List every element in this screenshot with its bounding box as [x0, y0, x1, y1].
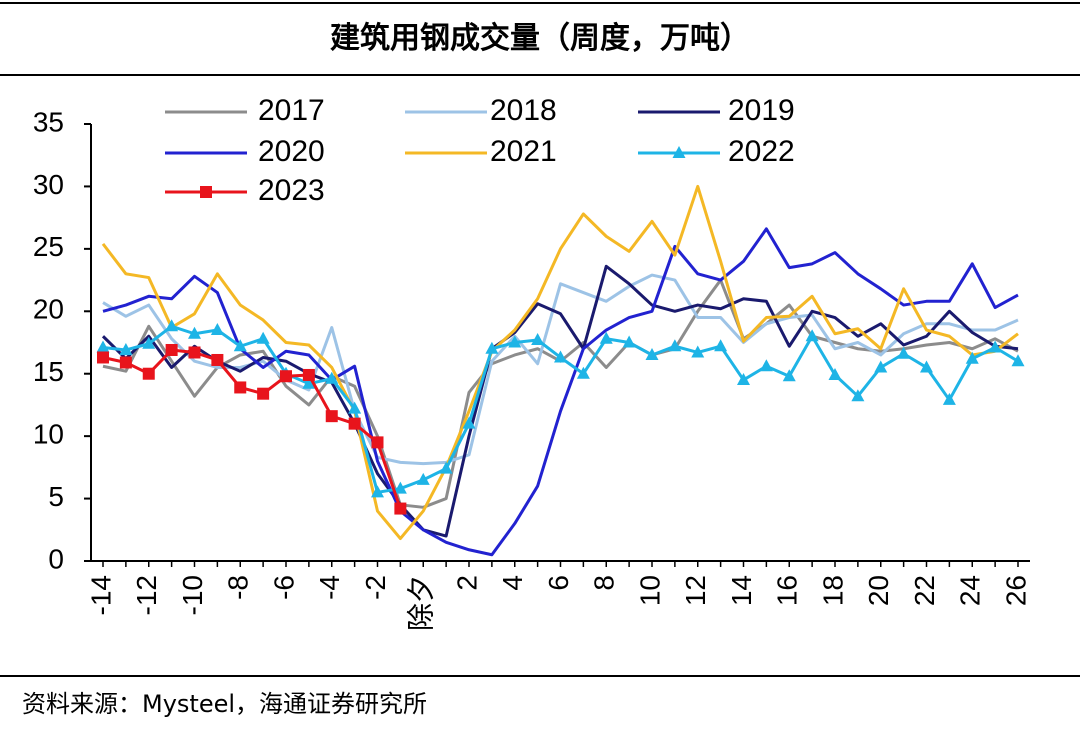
y-tick-label: 25 [33, 231, 64, 262]
x-tick-label: 22 [909, 575, 940, 606]
point-marker [96, 340, 110, 353]
x-tick-label: 18 [817, 575, 848, 606]
point-marker [394, 502, 407, 515]
x-tick-label: 16 [772, 575, 803, 606]
point-marker [485, 341, 499, 354]
legend-label: 2017 [258, 94, 325, 127]
point-marker [256, 331, 270, 344]
x-tick-label: -8 [223, 575, 254, 600]
legend-marker [200, 186, 212, 198]
point-marker [234, 381, 247, 394]
legend-label: 2019 [728, 94, 795, 127]
point-marker [165, 319, 179, 332]
point-marker [119, 342, 133, 355]
x-tick-label: -6 [268, 575, 299, 600]
point-marker [325, 371, 339, 384]
legend-label: 2020 [258, 135, 325, 168]
point-marker [233, 339, 247, 352]
x-tick-label: 14 [726, 575, 757, 606]
point-marker [576, 366, 590, 379]
point-marker [805, 329, 819, 342]
point-marker [920, 360, 933, 373]
legend-label: 2022 [728, 135, 795, 168]
x-tick-label: 4 [497, 575, 528, 591]
y-tick-label: 35 [33, 106, 64, 137]
y-tick-label: 30 [33, 169, 64, 200]
point-marker [142, 367, 155, 380]
x-tick-label: 6 [543, 575, 574, 591]
point-marker [508, 335, 522, 348]
y-tick-label: 0 [48, 543, 64, 574]
point-marker [828, 367, 842, 380]
point-marker [142, 336, 156, 349]
point-marker [257, 387, 270, 400]
y-tick-label: 10 [33, 419, 64, 450]
chart-title: 建筑用钢成交量（周度，万吨） [330, 21, 750, 56]
point-marker [599, 331, 613, 344]
x-tick-label: 12 [680, 575, 711, 606]
legend-label: 2023 [258, 174, 325, 207]
point-marker [622, 335, 636, 348]
point-marker [280, 370, 292, 383]
point-marker [942, 392, 956, 405]
point-marker [645, 347, 659, 360]
source: 资料来源：Mysteel，海通证券研究所 [22, 690, 427, 718]
x-tick-label: 24 [955, 575, 986, 606]
point-marker [165, 343, 178, 356]
x-tick-label: -2 [360, 575, 391, 600]
point-marker [737, 372, 750, 385]
point-marker [714, 339, 728, 352]
point-marker [897, 346, 911, 359]
point-marker [97, 351, 109, 364]
x-tick-label: 20 [863, 575, 894, 606]
legend-label: 2021 [490, 135, 557, 168]
point-marker [439, 461, 453, 474]
x-tick-label: -12 [131, 575, 162, 615]
point-marker [462, 416, 476, 429]
x-tick-label: 8 [589, 575, 620, 591]
point-marker [851, 389, 865, 402]
series-line [102, 227, 1019, 557]
point-marker [965, 351, 979, 364]
x-tick-label: 除夕 [406, 575, 437, 631]
point-marker [668, 339, 682, 352]
point-marker [988, 340, 1002, 353]
point-marker [371, 485, 384, 498]
y-tick-label: 15 [33, 356, 64, 387]
point-marker [211, 353, 224, 366]
y-tick-label: 20 [33, 294, 64, 325]
point-marker [531, 333, 545, 346]
point-marker [554, 350, 567, 363]
x-tick-label: 2 [451, 575, 482, 591]
point-marker [348, 417, 361, 430]
x-tick-label: -4 [314, 575, 345, 600]
x-tick-label: -14 [85, 575, 116, 615]
point-marker [691, 345, 705, 358]
x-tick-label: -10 [177, 575, 208, 615]
point-marker [302, 376, 316, 389]
point-marker [782, 369, 796, 382]
point-marker [348, 401, 362, 414]
legend-marker [672, 146, 686, 158]
x-tick-label: 26 [1000, 575, 1031, 606]
point-marker [874, 360, 888, 373]
point-marker [759, 359, 773, 372]
point-marker [210, 323, 224, 336]
point-marker [1011, 354, 1025, 367]
point-marker [119, 356, 132, 369]
legend-label: 2018 [490, 94, 557, 127]
point-marker [188, 346, 201, 359]
point-marker [325, 410, 338, 423]
point-marker [302, 368, 315, 381]
point-marker [416, 472, 430, 485]
point-marker [393, 481, 407, 494]
x-tick-label: 10 [634, 575, 665, 606]
y-tick-label: 5 [48, 481, 64, 512]
point-marker [188, 326, 201, 339]
series-line [101, 184, 1019, 541]
point-marker [371, 436, 384, 449]
